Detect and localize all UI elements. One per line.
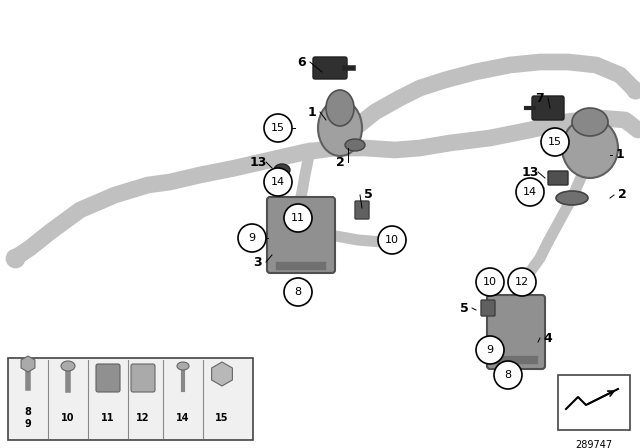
FancyBboxPatch shape bbox=[481, 300, 495, 316]
Text: 289747: 289747 bbox=[575, 440, 612, 448]
Text: 1: 1 bbox=[308, 105, 316, 119]
Circle shape bbox=[264, 168, 292, 196]
Text: 9: 9 bbox=[248, 233, 255, 243]
Circle shape bbox=[264, 114, 292, 142]
Circle shape bbox=[476, 336, 504, 364]
Text: 5: 5 bbox=[364, 189, 372, 202]
Circle shape bbox=[378, 226, 406, 254]
Text: 13: 13 bbox=[522, 165, 539, 178]
FancyBboxPatch shape bbox=[532, 96, 564, 120]
Circle shape bbox=[284, 204, 312, 232]
Text: 14: 14 bbox=[523, 187, 537, 197]
Text: 11: 11 bbox=[101, 413, 115, 423]
Text: 2: 2 bbox=[618, 189, 627, 202]
Text: 10: 10 bbox=[483, 277, 497, 287]
Circle shape bbox=[541, 128, 569, 156]
Circle shape bbox=[508, 268, 536, 296]
Text: 9: 9 bbox=[486, 345, 493, 355]
Text: 3: 3 bbox=[253, 255, 262, 268]
FancyBboxPatch shape bbox=[131, 364, 155, 392]
Text: 10: 10 bbox=[61, 413, 75, 423]
Text: 15: 15 bbox=[271, 123, 285, 133]
Ellipse shape bbox=[326, 90, 354, 126]
Circle shape bbox=[476, 268, 504, 296]
Text: 8
9: 8 9 bbox=[24, 407, 31, 429]
Text: 15: 15 bbox=[548, 137, 562, 147]
Text: 12: 12 bbox=[515, 277, 529, 287]
FancyBboxPatch shape bbox=[96, 364, 120, 392]
Circle shape bbox=[238, 224, 266, 252]
Text: 14: 14 bbox=[176, 413, 189, 423]
Text: 2: 2 bbox=[335, 155, 344, 168]
FancyBboxPatch shape bbox=[558, 375, 630, 430]
Text: 14: 14 bbox=[271, 177, 285, 187]
Text: 13: 13 bbox=[250, 155, 267, 168]
Text: 15: 15 bbox=[215, 413, 228, 423]
Text: 11: 11 bbox=[291, 213, 305, 223]
Ellipse shape bbox=[274, 164, 290, 176]
Ellipse shape bbox=[556, 191, 588, 205]
FancyBboxPatch shape bbox=[487, 295, 545, 369]
Circle shape bbox=[494, 361, 522, 389]
Ellipse shape bbox=[562, 118, 618, 178]
FancyBboxPatch shape bbox=[355, 201, 369, 219]
Text: 6: 6 bbox=[298, 56, 307, 69]
Text: 8: 8 bbox=[294, 287, 301, 297]
Ellipse shape bbox=[61, 361, 75, 371]
Text: 5: 5 bbox=[460, 302, 468, 314]
FancyBboxPatch shape bbox=[548, 171, 568, 185]
FancyBboxPatch shape bbox=[8, 358, 253, 440]
FancyBboxPatch shape bbox=[313, 57, 347, 79]
Text: 1: 1 bbox=[616, 148, 625, 161]
Ellipse shape bbox=[318, 100, 362, 156]
Ellipse shape bbox=[572, 108, 608, 136]
Text: 10: 10 bbox=[385, 235, 399, 245]
Text: 8: 8 bbox=[504, 370, 511, 380]
Circle shape bbox=[284, 278, 312, 306]
Ellipse shape bbox=[177, 362, 189, 370]
Text: 7: 7 bbox=[536, 91, 545, 104]
FancyBboxPatch shape bbox=[267, 197, 335, 273]
Text: 4: 4 bbox=[543, 332, 552, 345]
Ellipse shape bbox=[345, 139, 365, 151]
Circle shape bbox=[516, 178, 544, 206]
Text: 12: 12 bbox=[136, 413, 150, 423]
